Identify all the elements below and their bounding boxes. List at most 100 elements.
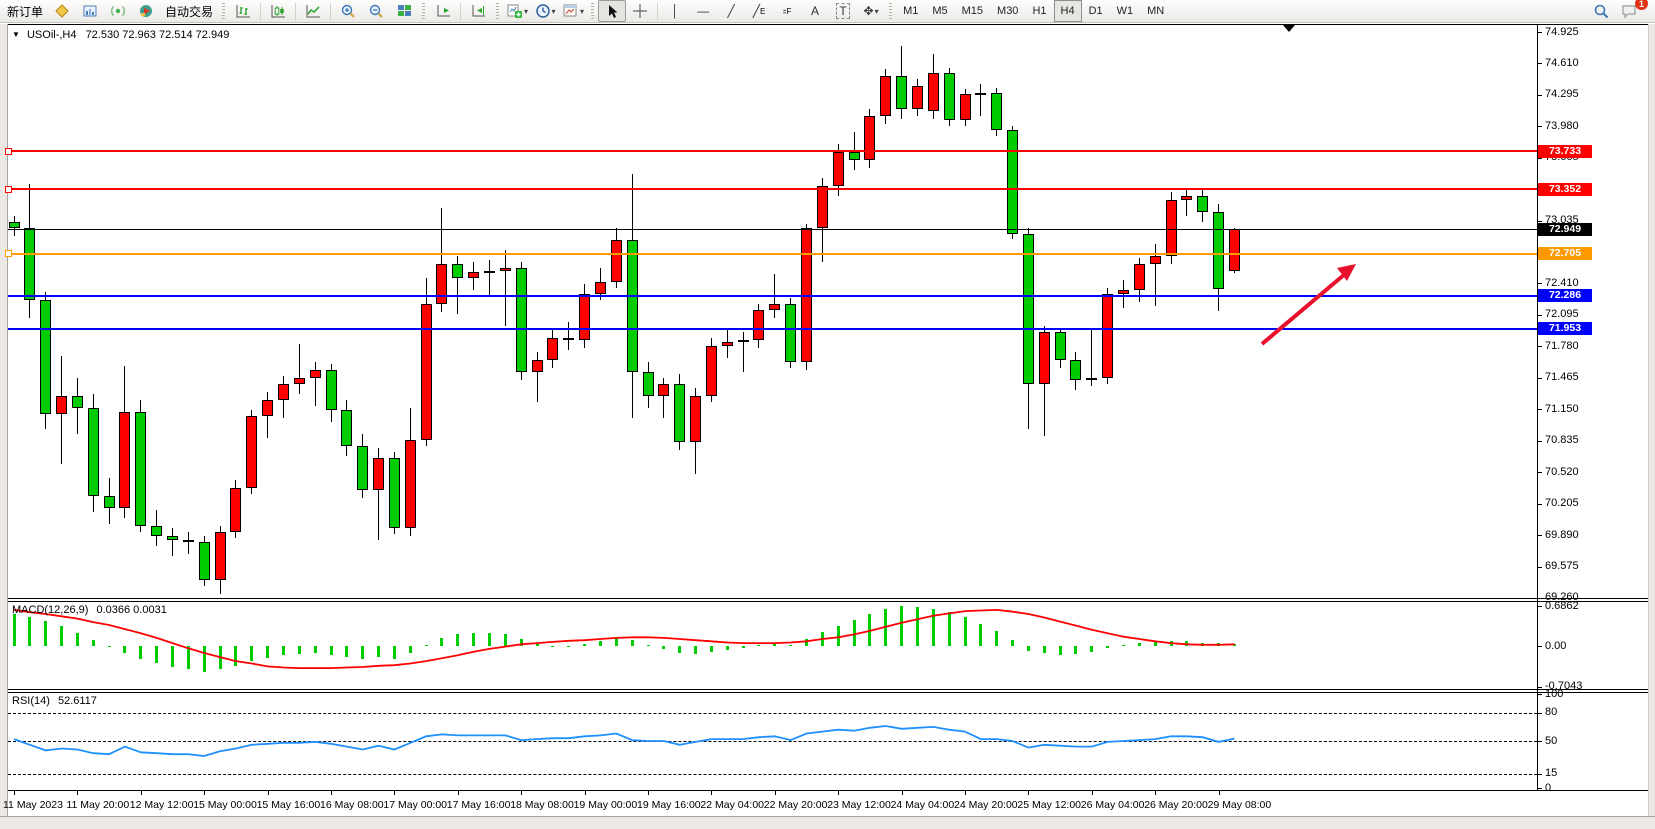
dropdown-caret-icon[interactable]: ▾: [874, 6, 879, 16]
vertical-line-tool[interactable]: │: [671, 4, 679, 18]
cursor-tool[interactable]: [598, 0, 627, 22]
chat-notifications-icon[interactable]: 1: [1615, 0, 1648, 22]
timeframe-button-mn[interactable]: MN: [1147, 5, 1165, 17]
resistance-1-line[interactable]: [8, 150, 1537, 153]
dropdown-caret-icon[interactable]: ▾: [580, 6, 585, 16]
candle-body: [309, 370, 321, 379]
auto-scroll-icon[interactable]: [429, 0, 457, 22]
macd-tick: [1537, 606, 1542, 608]
macd-histogram-bar: [646, 644, 650, 646]
fibonacci-tool[interactable]: ⹀ F: [773, 0, 801, 22]
timeframe-button-h1[interactable]: H1: [1032, 5, 1047, 17]
period-clock-icon[interactable]: ▾: [531, 0, 559, 22]
text-label-tool[interactable]: T: [829, 0, 857, 22]
candle-body: [769, 304, 781, 311]
pivot-line-anchor[interactable]: [5, 250, 12, 258]
support-1-line[interactable]: [8, 294, 1537, 297]
current-price-line[interactable]: [8, 228, 1537, 230]
price-tick: [1537, 409, 1542, 411]
candle-body: [182, 540, 194, 543]
price-tick: [1537, 346, 1542, 348]
resistance-2-anchor[interactable]: [5, 185, 12, 193]
signals-icon[interactable]: [104, 0, 132, 22]
candle-body: [87, 408, 99, 497]
macd-histogram-bar: [979, 623, 983, 646]
dropdown-caret-icon[interactable]: ▾: [524, 6, 529, 16]
arrows-tool[interactable]: ✥ ▾: [857, 0, 885, 22]
chart-symbol-label: USOil-,H4: [26, 29, 77, 41]
resistance-2-line[interactable]: [8, 188, 1537, 191]
candle-wick: [504, 250, 506, 327]
candle-body: [674, 384, 686, 443]
candle-body: [404, 440, 416, 529]
timeframe-button-d1[interactable]: D1: [1088, 5, 1103, 17]
timeframe-button-m5[interactable]: M5: [932, 5, 948, 17]
macd-histogram-bar: [820, 632, 824, 646]
rsi-top-border[interactable]: [8, 692, 1648, 693]
candle-wick: [1154, 244, 1156, 307]
chart-bottom-border: [8, 598, 1648, 599]
horizontal-line-tool[interactable]: —: [697, 4, 710, 18]
candle-body: [610, 240, 622, 283]
macd-histogram-bar: [678, 646, 682, 653]
line-chart-mode-icon[interactable]: [299, 0, 327, 22]
pivot-line-line[interactable]: [8, 252, 1537, 255]
macd-histogram-bar: [171, 646, 174, 667]
support-2-line[interactable]: [8, 327, 1537, 330]
candle-body: [468, 272, 480, 279]
rsi-tick: [1537, 741, 1542, 742]
price-tick: [1537, 597, 1542, 599]
timeframe-button-m30[interactable]: M30: [997, 5, 1019, 17]
candle-body: [341, 410, 353, 447]
arrow-annotation[interactable]: [1260, 264, 1356, 346]
chart-template-icon[interactable]: ▾: [559, 0, 587, 22]
candle-body: [642, 372, 654, 397]
collapse-triangle-icon[interactable]: ▼: [12, 30, 20, 39]
candle-body: [198, 542, 210, 580]
candle-body: [721, 342, 733, 347]
macd-histogram-bar: [266, 646, 270, 658]
macd-histogram-bar: [456, 634, 460, 646]
candle-body: [1086, 378, 1098, 381]
crosshair-tool[interactable]: [626, 0, 654, 22]
trendline-tool[interactable]: ╱: [727, 4, 735, 18]
macd-histogram-bar: [947, 612, 951, 646]
order-book-icon[interactable]: [48, 0, 76, 22]
macd-top-border[interactable]: [8, 601, 1648, 602]
candle-body: [848, 152, 860, 161]
time-tick-label: 18 May 08:00: [510, 799, 574, 811]
equidistant-channel-tool[interactable]: ╱ E: [745, 0, 773, 22]
auto-trading-button[interactable]: 自动交易: [165, 4, 214, 19]
chart-shift-icon[interactable]: [464, 0, 492, 22]
zoom-out-icon[interactable]: [362, 0, 390, 22]
timeframe-button-w1[interactable]: W1: [1116, 5, 1134, 17]
text-tool[interactable]: A: [811, 4, 820, 18]
candle-body: [452, 264, 464, 279]
dropdown-caret-icon[interactable]: ▾: [551, 6, 556, 16]
zoom-in-icon[interactable]: [334, 0, 362, 22]
candlestick-mode-icon[interactable]: [264, 0, 292, 22]
timeframe-button-m15[interactable]: M15: [961, 5, 984, 17]
macd-tick-label: 0.00: [1545, 639, 1567, 652]
candle-wick: [314, 362, 316, 407]
candle-body: [690, 396, 702, 443]
resistance-1-anchor[interactable]: [5, 147, 12, 155]
macd-histogram-bar: [852, 620, 856, 646]
bar-chart-mode-icon[interactable]: [229, 0, 257, 22]
candle-wick: [568, 322, 570, 351]
candle-body: [594, 282, 606, 295]
candle-body: [246, 416, 258, 489]
search-icon[interactable]: [1587, 0, 1615, 22]
tile-windows-icon[interactable]: [390, 0, 418, 22]
rsi-level-50: [8, 741, 1537, 742]
market-watch-icon[interactable]: [76, 0, 104, 22]
new-order-button[interactable]: 新订单: [7, 4, 44, 19]
auto-trading-icon[interactable]: [132, 0, 160, 22]
add-indicator-icon[interactable]: ▾: [503, 0, 531, 22]
timeframe-button-m1[interactable]: M1: [903, 5, 919, 17]
macd-histogram-bar: [931, 608, 935, 646]
timeframe-button-h4[interactable]: H4: [1053, 0, 1082, 22]
candle-body: [40, 300, 52, 415]
macd-histogram-bar: [535, 643, 539, 646]
chart-shift-marker-icon[interactable]: [1283, 25, 1295, 32]
